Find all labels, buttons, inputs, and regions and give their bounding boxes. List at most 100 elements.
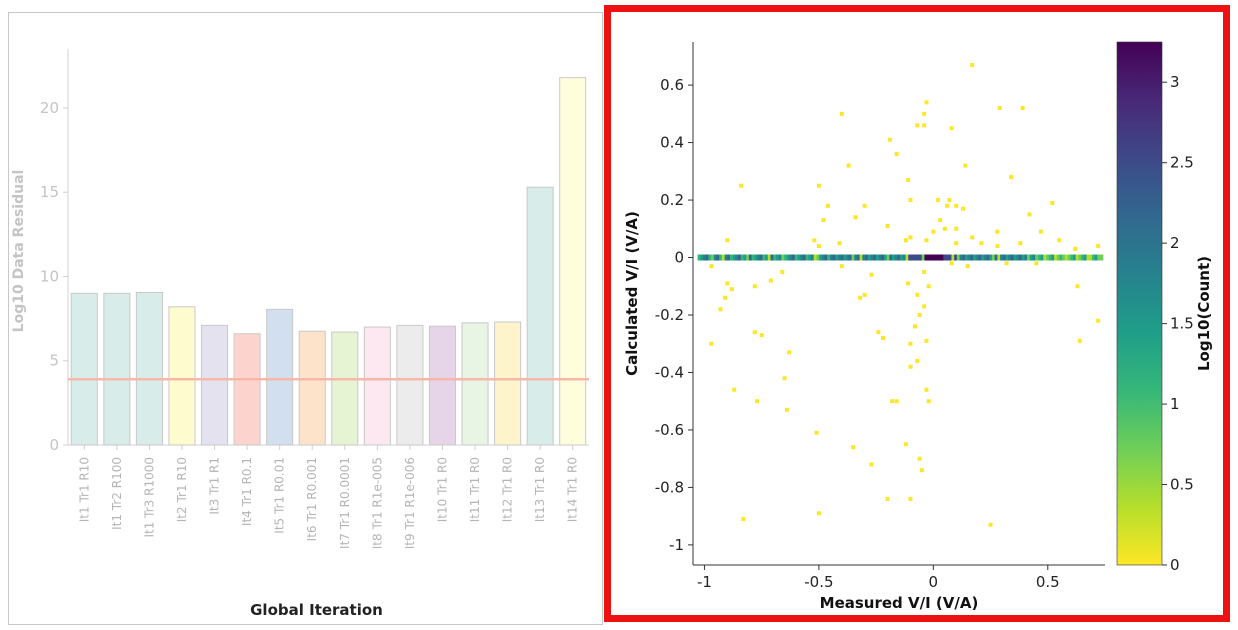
heat-cell xyxy=(1024,254,1028,261)
heat-cell xyxy=(819,254,823,261)
x-tick-label: -0.5 xyxy=(804,573,833,591)
heat-cell xyxy=(894,254,899,261)
heat-cell xyxy=(963,163,968,168)
heat-cell xyxy=(970,62,975,67)
heat-cell xyxy=(775,254,780,261)
heat-cell xyxy=(846,163,851,168)
heat-cell xyxy=(883,254,888,261)
heat-cell xyxy=(1021,254,1025,261)
y-tick-label: -0.4 xyxy=(655,363,684,381)
heat-cell xyxy=(867,254,872,261)
heat-cell xyxy=(709,341,714,346)
heat-cell xyxy=(762,254,766,261)
heat-cell xyxy=(903,238,908,243)
y-axis-title: Calculated V/I (V/A) xyxy=(623,211,641,376)
heat-cell xyxy=(970,254,974,261)
heat-cell xyxy=(1081,254,1085,261)
heat-cell xyxy=(946,254,950,261)
heat-cell xyxy=(786,254,791,261)
heat-cell xyxy=(816,511,821,516)
heat-cell xyxy=(913,324,918,329)
heat-cell xyxy=(846,254,850,261)
heat-cell xyxy=(848,254,853,261)
heat-cell xyxy=(1086,254,1090,261)
heat-cell xyxy=(782,376,787,381)
heat-cell xyxy=(892,254,896,261)
y-tick-label: -0.2 xyxy=(655,306,684,324)
heat-cell xyxy=(752,284,757,289)
heat-cell xyxy=(784,407,789,412)
colorbar-tick-label: 0 xyxy=(1170,556,1180,574)
heat-cell xyxy=(805,254,809,261)
heat-cell xyxy=(1083,254,1088,261)
heat-cell xyxy=(945,203,950,208)
heat-cell xyxy=(967,254,971,261)
x-tick-label: It11 Tr1 R0 xyxy=(468,457,482,522)
heat-cell xyxy=(732,387,737,392)
colorbar-tick-label: 2 xyxy=(1170,234,1180,252)
heat-cell xyxy=(865,254,869,261)
heat-cell xyxy=(954,203,959,208)
heat-cell xyxy=(975,254,980,261)
heat-cell xyxy=(1100,254,1104,261)
colorbar xyxy=(1116,41,1163,566)
y-axis-title: Log10 Data Residual xyxy=(11,170,27,333)
heat-cell xyxy=(1062,254,1066,261)
heat-cell xyxy=(988,522,993,527)
heat-cell xyxy=(721,254,726,261)
heat-cell xyxy=(816,183,821,188)
heat-cell xyxy=(854,254,858,261)
heat-cell xyxy=(994,254,998,261)
heat-cell xyxy=(697,254,701,261)
heat-cell xyxy=(839,111,844,116)
heat-cell xyxy=(853,215,858,220)
heat-cell xyxy=(989,254,993,261)
heat-cell xyxy=(851,445,856,450)
heat-cell xyxy=(768,278,773,283)
heat-cell xyxy=(813,254,818,261)
heat-cell xyxy=(908,341,913,346)
heat-cell xyxy=(837,241,842,246)
heat-cell xyxy=(1051,254,1055,261)
heat-cell xyxy=(913,254,917,261)
heat-cell xyxy=(922,123,927,128)
heat-cell xyxy=(924,238,929,243)
x-tick-label: It1 Tr1 R10 xyxy=(77,457,91,522)
heat-cell xyxy=(1032,254,1036,261)
heat-cell xyxy=(732,254,736,261)
y-tick-label: 0.4 xyxy=(660,134,684,152)
heat-cell xyxy=(922,111,927,116)
heat-cell xyxy=(741,517,746,522)
heat-cell xyxy=(1056,254,1061,261)
y-tick-label: 0 xyxy=(49,436,59,454)
heat-cell xyxy=(821,218,826,223)
heat-cell xyxy=(752,330,757,335)
colorbar-tick-label: 2.5 xyxy=(1170,154,1194,172)
heat-cell xyxy=(765,254,769,261)
heat-cell xyxy=(862,203,867,208)
bar xyxy=(233,333,261,446)
heat-cell xyxy=(908,254,912,261)
heat-cell xyxy=(702,254,707,261)
heat-cell xyxy=(723,295,728,300)
heat-cell xyxy=(915,292,920,297)
bar xyxy=(494,321,522,446)
x-tick-label: It2 Tr1 R10 xyxy=(175,457,189,522)
heat-cell xyxy=(835,254,839,261)
heat-cell xyxy=(780,269,785,274)
bar xyxy=(70,292,98,446)
heat-cell xyxy=(1059,254,1063,261)
heat-cell xyxy=(935,198,940,203)
heat-cell xyxy=(983,254,988,261)
colorbar-title: Log10(Count) xyxy=(1195,256,1213,371)
heat-cell xyxy=(1000,254,1004,261)
x-tick-label: 0.5 xyxy=(1036,573,1060,591)
heat-cell xyxy=(792,254,796,261)
heat-cell xyxy=(724,254,728,261)
heat-cell xyxy=(876,330,881,335)
heat-cell xyxy=(949,126,954,131)
heat-cell xyxy=(1091,254,1096,261)
bar xyxy=(461,322,489,446)
heat-cell xyxy=(870,254,874,261)
heat-cell xyxy=(781,254,785,261)
